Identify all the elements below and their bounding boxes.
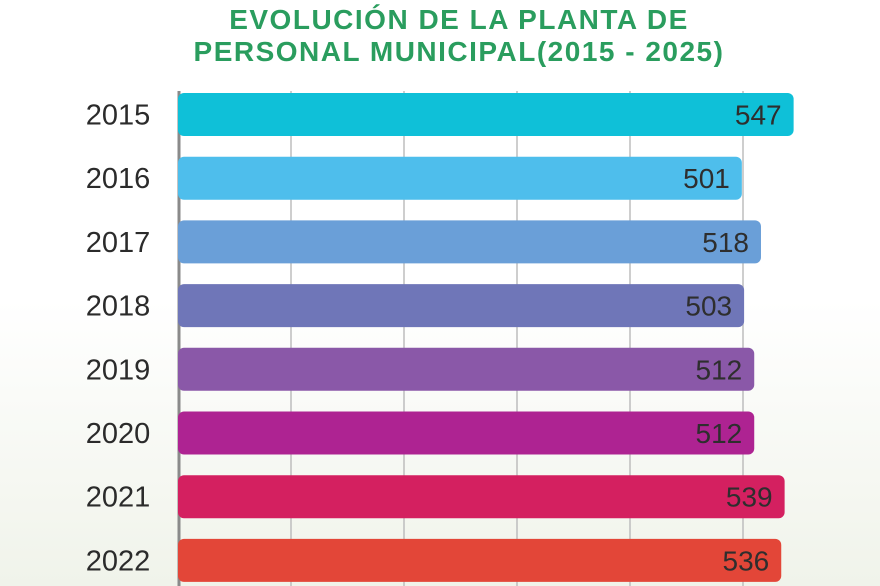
bar-row: 2015 547	[86, 93, 794, 136]
bar	[178, 93, 794, 136]
bar	[178, 284, 745, 328]
category-label: 2016	[86, 163, 151, 195]
bar-row: 2017 518	[86, 220, 761, 264]
bar	[178, 156, 742, 200]
category-label: 2018	[86, 291, 151, 323]
bar	[178, 220, 761, 264]
chart-title-line-2: PERSONAL MUNICIPAL(2015 - 2025)	[193, 36, 725, 67]
bar	[178, 411, 755, 455]
value-label: 503	[685, 291, 732, 322]
bar	[178, 475, 785, 519]
category-label: 2015	[86, 100, 151, 132]
bar-row: 2021 539	[86, 475, 785, 519]
value-label: 512	[696, 354, 743, 385]
chart-title-line-1: EVOLUCIÓN DE LA PLANTA DE	[229, 4, 689, 35]
bar	[178, 347, 755, 391]
chart-title: EVOLUCIÓN DE LA PLANTA DE PERSONAL MUNIC…	[0, 4, 880, 68]
value-label: 536	[723, 545, 770, 576]
bar-row: 2022 536	[86, 538, 782, 582]
bar-row: 2016 501	[86, 156, 742, 200]
value-label: 518	[702, 227, 749, 258]
category-label: 2017	[86, 227, 151, 259]
value-label: 547	[735, 100, 782, 131]
category-label: 2022	[86, 545, 151, 577]
value-label: 512	[696, 418, 743, 449]
bar-row: 2019 512	[86, 347, 755, 391]
bar-row: 2018 503	[86, 284, 745, 328]
value-label: 501	[683, 163, 730, 194]
category-label: 2019	[86, 354, 151, 386]
bar-row: 2020 512	[86, 411, 755, 455]
bar	[178, 538, 782, 582]
category-label: 2021	[86, 482, 151, 514]
value-label: 539	[726, 482, 773, 513]
category-label: 2020	[86, 418, 151, 450]
